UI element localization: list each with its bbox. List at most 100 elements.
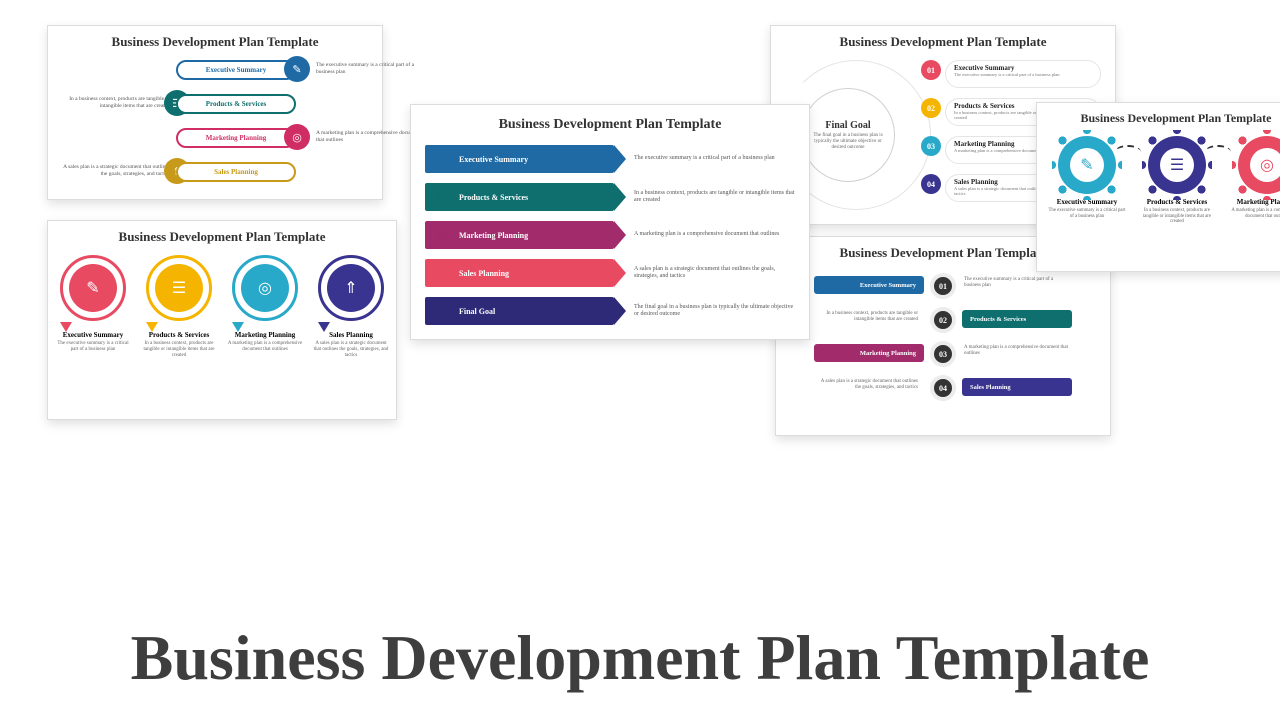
s5-rows: Executive Summary 01 The executive summa… xyxy=(776,265,1110,405)
s2-pill: Executive SummaryThe executive summary i… xyxy=(945,60,1101,88)
num: 02 xyxy=(930,307,956,333)
inner-icon: ☰ xyxy=(1160,148,1194,182)
s6-row: ✎ Executive SummaryThe executive summary… xyxy=(1037,130,1280,225)
lbl: Marketing Planning xyxy=(226,331,304,339)
note: A marketing plan is a comprehensive docu… xyxy=(634,231,795,238)
lbl: Marketing Planning xyxy=(459,231,528,240)
globe-icon: ☰ xyxy=(155,264,203,312)
s1-rows: Executive Summary ✎ The executive summar… xyxy=(48,54,382,188)
goal-title: Final Goal xyxy=(825,120,870,131)
slide-pill-rows: Business Development Plan Template Execu… xyxy=(47,25,383,200)
s3-col-mkt: ◎ Marketing Planning A marketing plan is … xyxy=(226,255,304,359)
slide-title: Business Development Plan Template xyxy=(411,109,809,137)
clipboard-icon: ◎ xyxy=(431,224,453,246)
s4-row-goal: ✦Final Goal The final goal in a business… xyxy=(425,295,795,327)
num-badge: 04 xyxy=(921,174,941,194)
page-title: Business Development Plan Template xyxy=(0,623,1280,692)
s1-row-mkt: Marketing Planning ◎ A marketing plan is… xyxy=(58,124,372,154)
bar: ✦Final Goal xyxy=(425,297,614,325)
doc-icon: ✎ xyxy=(69,264,117,312)
s5-row-mkt: Marketing Planning 03 A marketing plan i… xyxy=(784,337,1102,371)
target-icon: ◎ xyxy=(284,124,310,150)
s3-row: ✎ Executive Summary The executive summary… xyxy=(48,255,396,359)
s3-col-exec: ✎ Executive Summary The executive summary… xyxy=(54,255,132,359)
gear-icon: ☰ xyxy=(1148,136,1206,194)
final-goal-circle: Final Goal The final goal in a business … xyxy=(801,88,895,182)
note: The executive summary is a critical part… xyxy=(316,62,428,76)
note: A marketing plan is a comprehensive docu… xyxy=(964,345,1068,357)
lbl: Final Goal xyxy=(459,307,495,316)
num-badge: 03 xyxy=(921,136,941,156)
s2-item-exec: 01 Executive SummaryThe executive summar… xyxy=(921,60,1105,90)
bar: ◎ Marketing Planning xyxy=(425,221,614,249)
ring: ⇑ xyxy=(318,255,384,321)
lbl: Executive Summary xyxy=(954,64,1092,72)
note: A sales plan is a strategic document tha… xyxy=(58,164,170,178)
s1-row-exec: Executive Summary ✎ The executive summar… xyxy=(58,56,372,86)
s4-row-sales: ⇑Sales Planning A sales plan is a strate… xyxy=(425,257,795,289)
lbl: Sales Planning xyxy=(312,331,390,339)
lbl: Products & Services xyxy=(459,193,528,202)
clipboard-icon: ◎ xyxy=(241,264,289,312)
pill-label: Products & Services xyxy=(176,94,296,114)
desc: The executive summary is a critical part… xyxy=(54,341,132,353)
lbl: Executive Summary xyxy=(54,331,132,339)
num: 01 xyxy=(930,273,956,299)
num-badge: 02 xyxy=(921,98,941,118)
bar: Marketing Planning xyxy=(814,344,924,362)
gear-icon: ◎ xyxy=(1238,136,1280,194)
s6-col-mkt: ◎ Marketing PlanningA marketing plan is … xyxy=(1227,136,1280,225)
pill-label: Executive Summary xyxy=(176,60,296,80)
s4-row-prod: ☰ Products & Services In a business conte… xyxy=(425,181,795,213)
desc: The executive summary is a critical part… xyxy=(954,72,1092,77)
goal-desc: The final goal in a business plan is typ… xyxy=(808,133,888,151)
note: In a business context, products are tang… xyxy=(814,311,918,323)
s1-row-sales: A sales plan is a strategic document tha… xyxy=(58,158,372,188)
desc: A marketing plan is a comprehensive docu… xyxy=(226,341,304,353)
note: The executive summary is a critical part… xyxy=(634,155,795,162)
bar: Products & Services xyxy=(962,310,1072,328)
bar: Sales Planning xyxy=(962,378,1072,396)
slide-title: Business Development Plan Template xyxy=(48,221,396,249)
note: A sales plan is a strategic document tha… xyxy=(814,379,918,391)
note: The final goal in a business plan is typ… xyxy=(634,304,795,318)
bar: Executive Summary xyxy=(814,276,924,294)
slide-title: Business Development Plan Template xyxy=(48,26,382,54)
note: A sales plan is a strategic document tha… xyxy=(634,266,795,280)
lbl: Executive Summary xyxy=(459,155,528,164)
brain-icon: ✎ xyxy=(284,56,310,82)
desc: A sales plan is a strategic document tha… xyxy=(312,341,390,359)
stage: Business Development Plan Template Execu… xyxy=(0,0,1280,720)
doc-icon: ✎ xyxy=(431,148,453,170)
s3-col-sales: ⇑ Sales Planning A sales plan is a strate… xyxy=(312,255,390,359)
desc: The executive summary is a critical part… xyxy=(1047,208,1127,219)
pill-label: Sales Planning xyxy=(176,162,296,182)
num-badge: 01 xyxy=(921,60,941,80)
slide-title: Business Development Plan Template xyxy=(1037,103,1280,130)
desc: In a business context, products are tang… xyxy=(1137,208,1217,225)
dash-arrow xyxy=(1205,145,1231,159)
s5-row-exec: Executive Summary 01 The executive summa… xyxy=(784,269,1102,303)
chart-icon: ⇑ xyxy=(431,262,453,284)
pill-label: Marketing Planning xyxy=(176,128,296,148)
note: The executive summary is a critical part… xyxy=(964,277,1068,289)
bar: ☰ Products & Services xyxy=(425,183,614,211)
s4-list: ✎ Executive Summary The executive summary… xyxy=(411,137,809,327)
num: 04 xyxy=(930,375,956,401)
note: In a business context, products are tang… xyxy=(58,96,170,110)
slide-circle-arrows: Business Development Plan Template ✎ Exe… xyxy=(47,220,397,420)
graph-icon: ⇑ xyxy=(327,264,375,312)
bar: ✎ Executive Summary xyxy=(425,145,614,173)
s3-col-prod: ☰ Products & ServicesIn a business conte… xyxy=(140,255,218,359)
inner-icon: ✎ xyxy=(1070,148,1104,182)
gear-icon: ✎ xyxy=(1058,136,1116,194)
slide-gears: Business Development Plan Template ✎ Exe… xyxy=(1036,102,1280,272)
s4-row-mkt: ◎ Marketing Planning A marketing plan is … xyxy=(425,219,795,251)
bar: ⇑Sales Planning xyxy=(425,259,614,287)
inner-icon: ◎ xyxy=(1250,148,1280,182)
ring: ✎ xyxy=(60,255,126,321)
box-icon: ☰ xyxy=(431,186,453,208)
ring: ◎ xyxy=(232,255,298,321)
note: In a business context, products are tang… xyxy=(634,190,795,204)
lbl: Products & Services xyxy=(140,331,218,339)
